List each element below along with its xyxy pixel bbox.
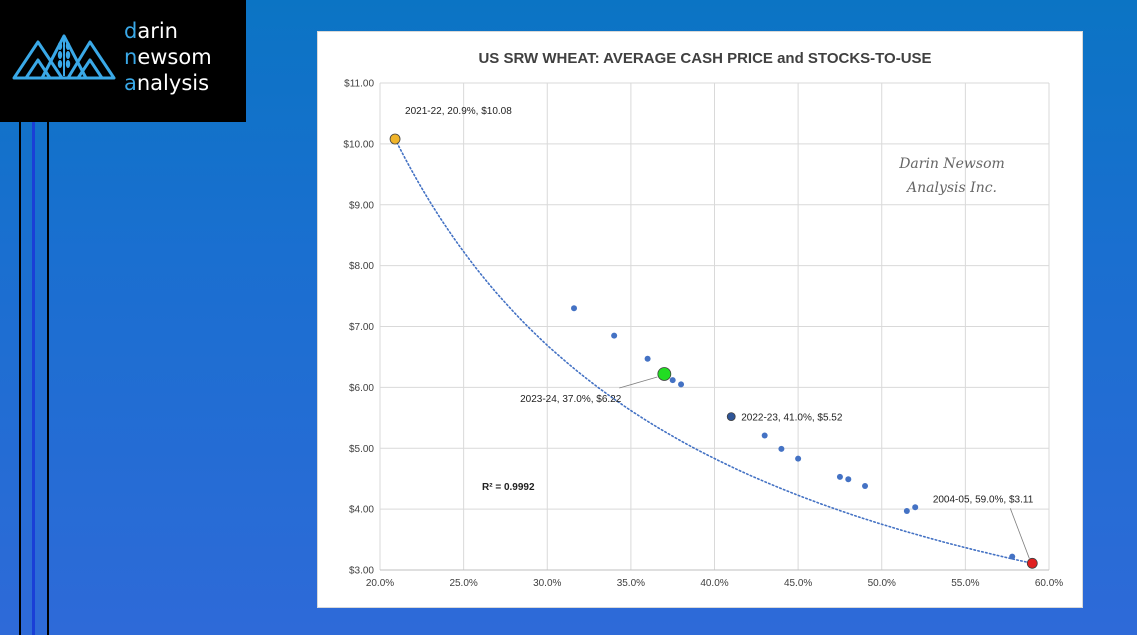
data-point [912,504,919,511]
chart-title: US SRW WHEAT: AVERAGE CASH PRICE and STO… [478,50,931,67]
data-point [669,377,676,384]
decorative-rule [32,122,35,635]
chart-card: $3.00 $4.00 $5.00 $6.00 $7.00 $8.00 $9.00 $10.0… [317,31,1083,608]
r-squared-label: R² = 0.9992 [482,482,535,493]
y-tick-label: $3.00 [349,566,374,577]
mountain-wheat-logo-icon [12,34,116,80]
decorative-rule [19,122,21,635]
logo-box: darin newsom analysis [0,0,246,122]
annotation-labels: 2021-22, 20.9%, $10.08 2023-24, 37.0%, $6… [405,106,1034,505]
x-tick-label: 50.0% [868,578,896,589]
brand-wordmark: darin newsom analysis [124,19,212,95]
chart-grid [379,82,1050,571]
data-point [611,332,618,339]
highlight-label: 2023-24, 37.0%, $6.22 [520,394,622,405]
annotation-leader-line [619,376,658,389]
data-point [1009,553,1016,560]
data-point [644,355,651,362]
annotation-leaders [619,376,1030,559]
watermark-line-1: Darin Newsom [898,156,1005,172]
y-tick-label: $4.00 [349,505,374,516]
x-tick-label: 45.0% [784,578,812,589]
highlight-point [726,412,736,421]
x-tick-label: 30.0% [533,578,561,589]
highlight-label: 2021-22, 20.9%, $10.08 [405,106,512,117]
scatter-chart: $3.00 $4.00 $5.00 $6.00 $7.00 $8.00 $9.00 $10.0… [317,31,1083,608]
data-point [678,381,685,388]
y-tick-label: $7.00 [349,322,374,333]
data-point [571,305,578,312]
data-point [862,482,869,489]
x-tick-label: 55.0% [951,578,979,589]
trendline [394,138,1034,565]
chart-axes: $3.00 $4.00 $5.00 $6.00 $7.00 $8.00 $9.00 $10.0… [343,79,1063,590]
data-point [778,445,785,452]
highlight-point [389,133,401,145]
data-point [795,455,802,462]
highlight-point [657,367,672,381]
highlight-point [1026,557,1038,569]
y-tick-label: $9.00 [349,200,374,211]
decorative-rule [47,122,49,635]
highlight-label: 2004-05, 59.0%, $3.11 [933,494,1034,505]
y-tick-label: $5.00 [349,444,374,455]
data-point [761,432,768,439]
x-tick-label: 40.0% [700,578,728,589]
data-points [389,133,1038,569]
x-tick-label: 20.0% [366,578,394,589]
trendline-path [394,138,1034,565]
highlight-label: 2022-23, 41.0%, $5.52 [741,413,843,424]
x-tick-label: 25.0% [449,578,477,589]
x-tick-label: 35.0% [617,578,645,589]
y-tick-label: $6.00 [349,383,374,394]
y-tick-label: $10.00 [343,139,374,150]
y-tick-label: $8.00 [349,261,374,272]
watermark-line-2: Analysis Inc. [905,180,997,196]
y-tick-label: $11.00 [344,79,374,90]
x-tick-label: 60.0% [1035,578,1063,589]
data-point [836,473,843,480]
data-point [903,507,910,514]
annotation-leader-line [1009,508,1030,559]
data-point [845,476,852,483]
